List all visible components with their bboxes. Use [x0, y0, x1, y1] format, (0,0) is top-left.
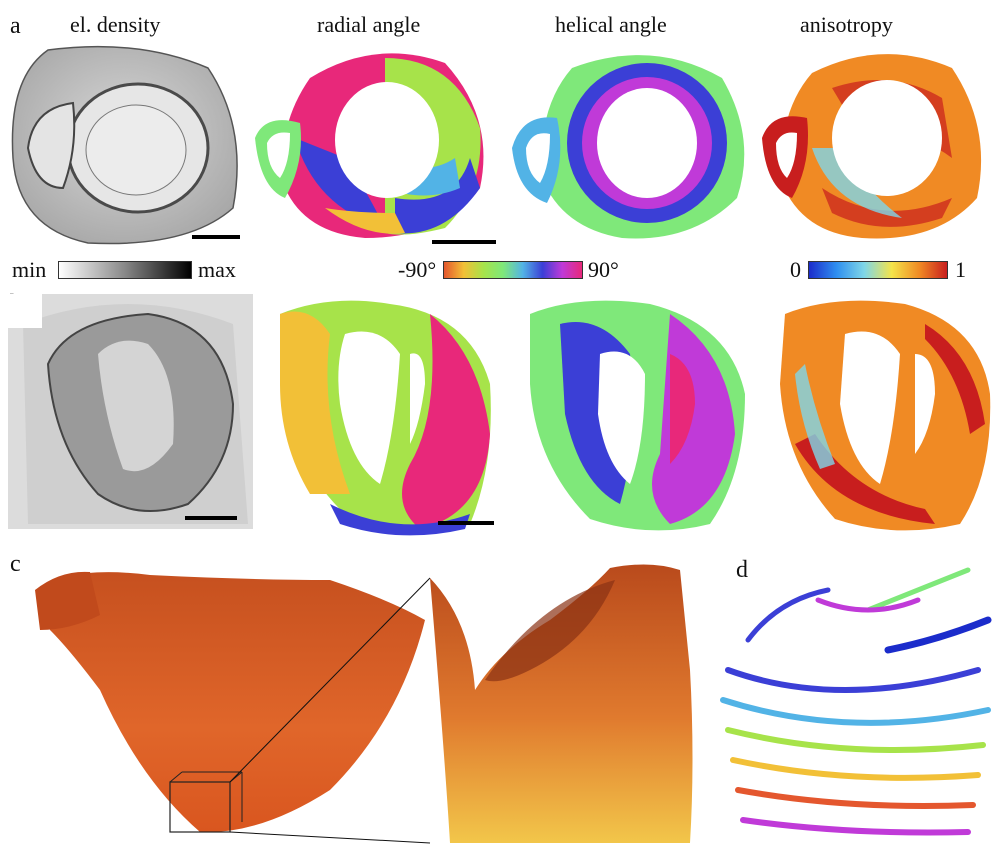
anisotropy-colorbar-max-label: 1 — [955, 257, 966, 282]
helical-angle-image-a — [512, 55, 745, 239]
panel-letter-a: a — [10, 13, 21, 39]
density-colorbar-min-label: min — [12, 257, 47, 282]
angle-colorbar-min-label: -90° — [398, 257, 437, 282]
radial-angle-image-b — [280, 300, 491, 536]
density-colorbar — [58, 261, 192, 279]
header-helical-angle: helical angle — [555, 12, 667, 37]
anisotropy-colorbar — [808, 261, 948, 279]
anisotropy-image-b — [780, 300, 991, 531]
scale-bar-b-density — [185, 516, 237, 520]
angle-colorbar-max-label: 90° — [588, 257, 619, 282]
helical-angle-image-b — [530, 300, 745, 531]
anisotropy-colorbar-min-label: 0 — [790, 257, 801, 282]
density-image-b — [8, 294, 253, 529]
scale-bar-a-density — [192, 235, 240, 239]
anisotropy-image-a — [762, 54, 982, 239]
header-radial-angle: radial angle — [317, 12, 421, 37]
scale-bar-b-radial — [438, 521, 494, 525]
panel-letter-c: c — [10, 551, 21, 577]
scale-bar-a-radial — [432, 240, 496, 244]
radial-angle-image-a — [255, 53, 484, 238]
angle-colorbar — [443, 261, 583, 279]
rendering-image-c — [35, 564, 693, 844]
panel-letter-d: d — [736, 557, 748, 583]
density-colorbar-max-label: max — [198, 257, 236, 282]
header-el-density: el. density — [70, 12, 161, 37]
header-anisotropy: anisotropy — [800, 12, 893, 37]
fiber-tract-image-d — [720, 567, 992, 836]
density-image-a — [11, 45, 238, 245]
